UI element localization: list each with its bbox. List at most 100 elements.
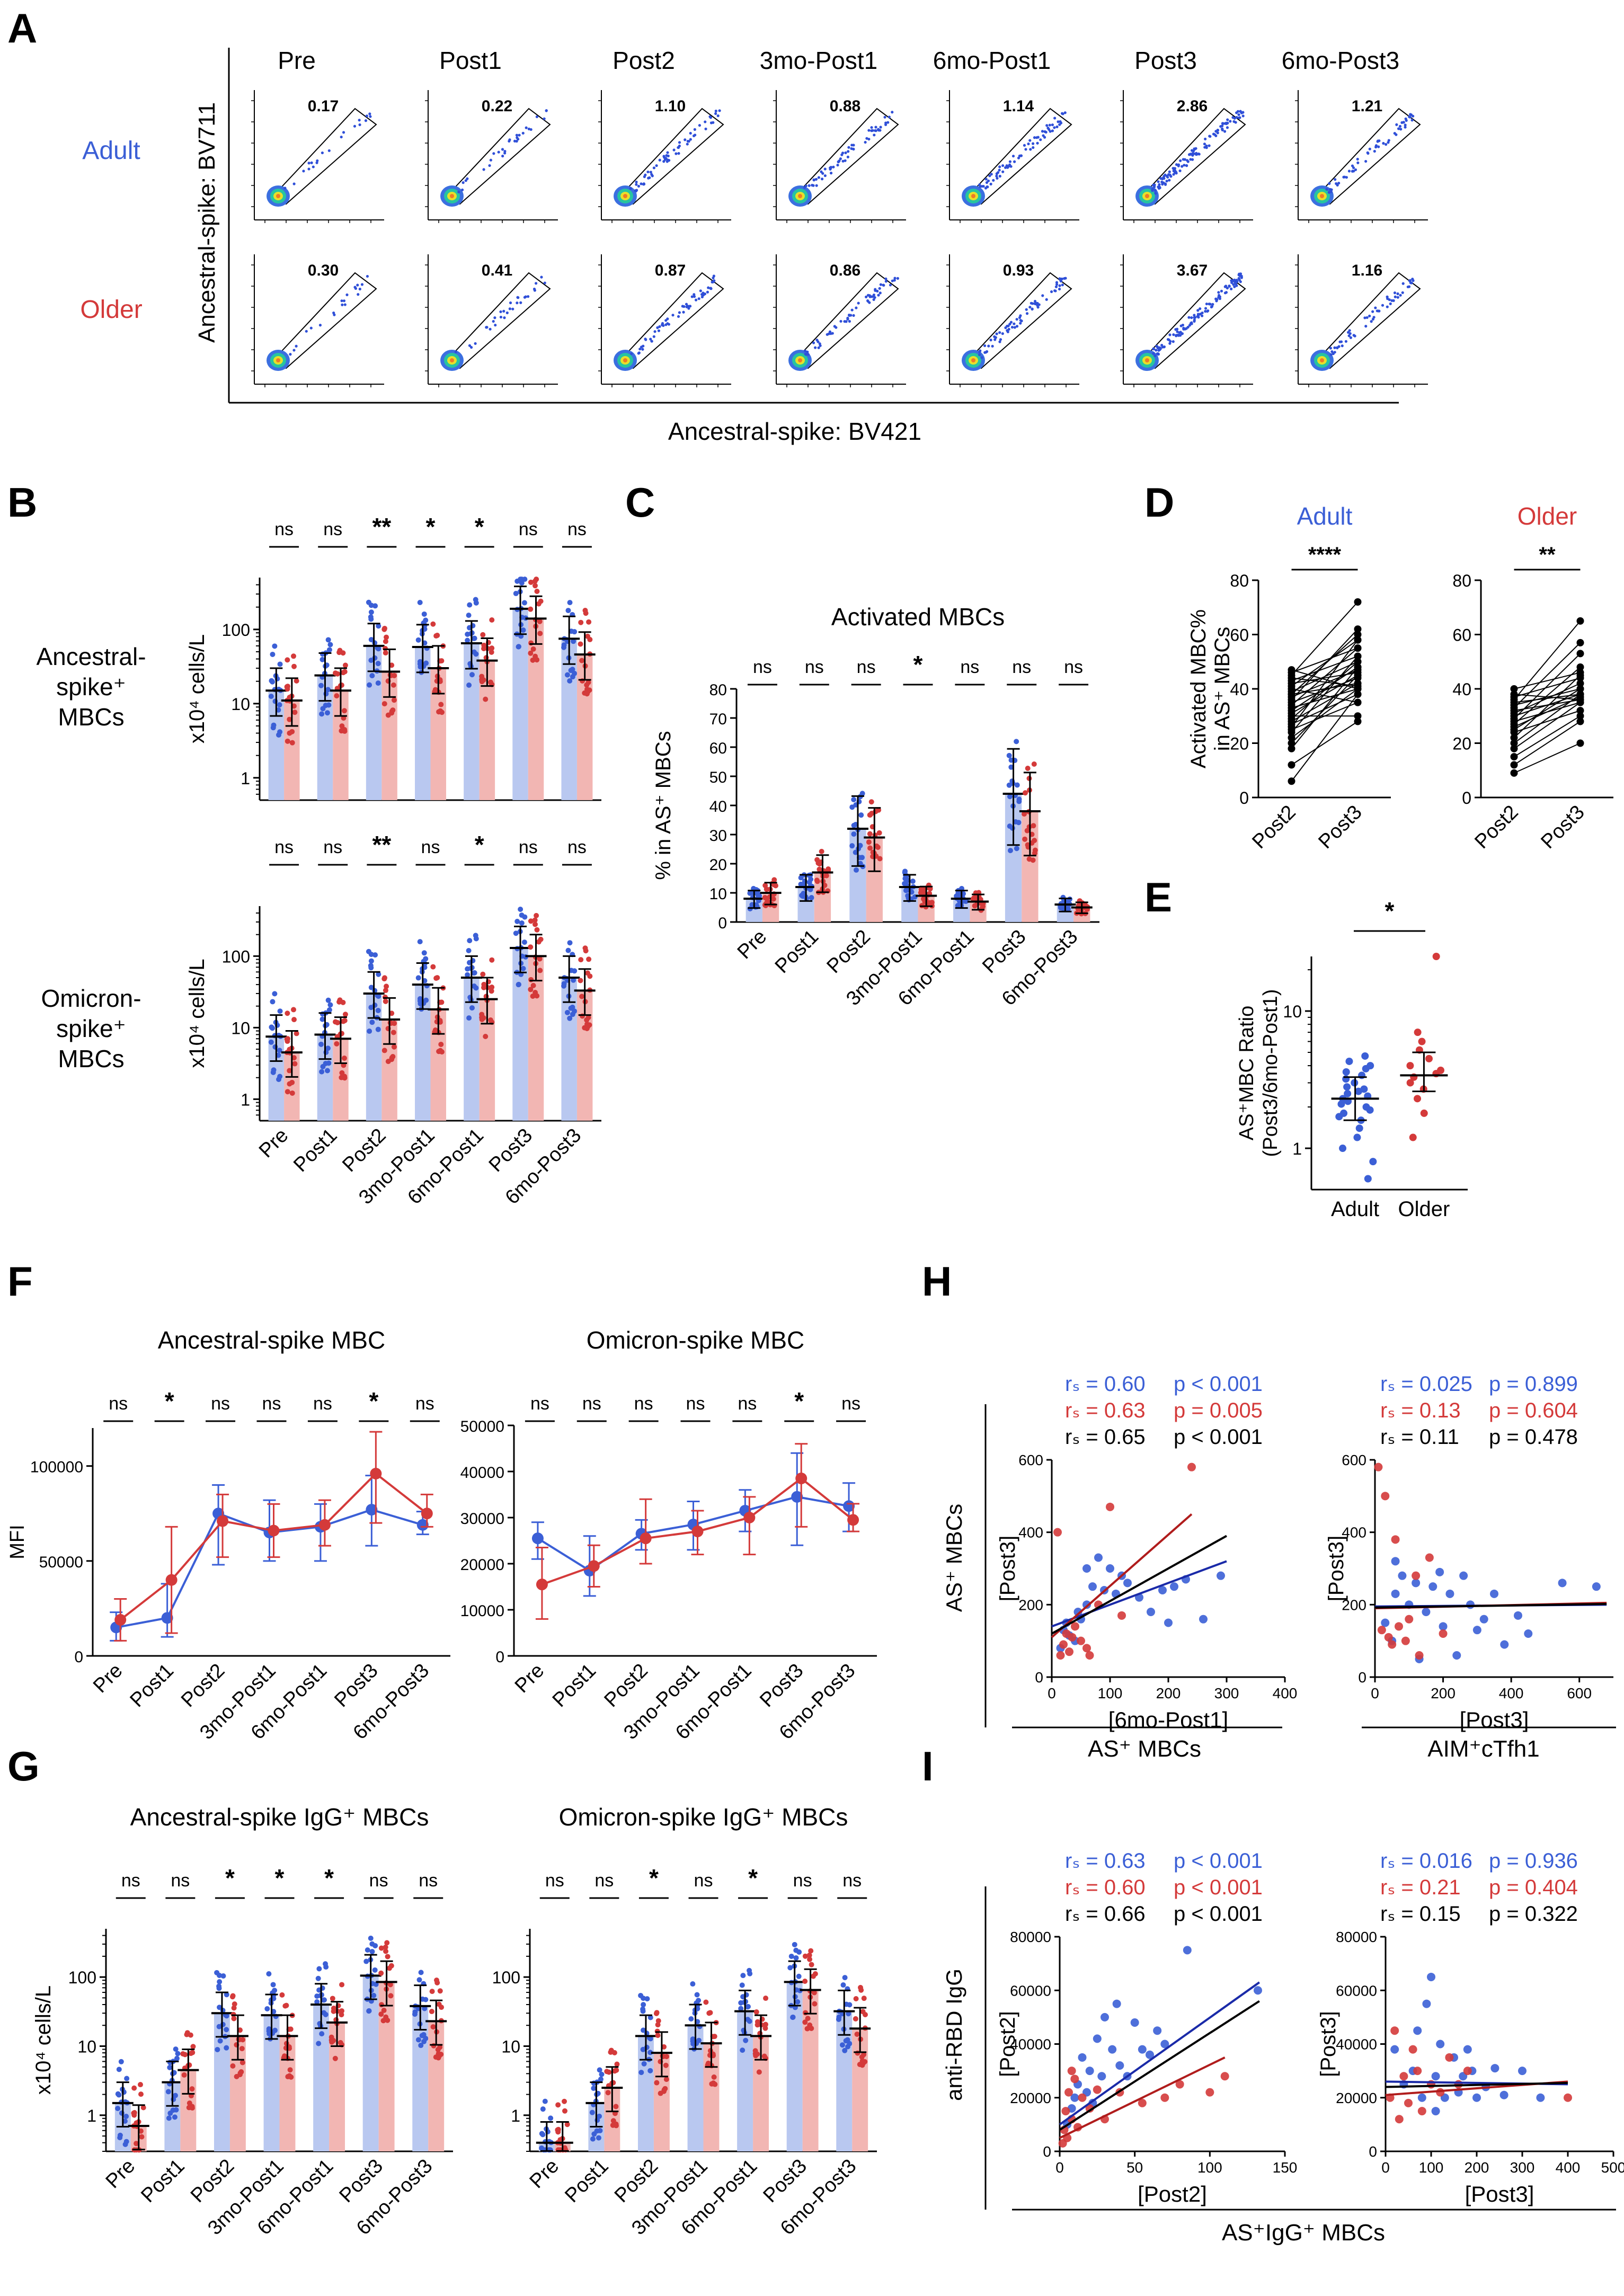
data-point: [528, 650, 534, 656]
flow-event: [990, 173, 993, 176]
correlation-rs: rₛ = 0.63: [1065, 1399, 1146, 1422]
flow-event: [1237, 113, 1240, 116]
data-point: [342, 728, 348, 734]
y-tick-label: 30: [709, 827, 727, 845]
y-axis-label: [Post3]: [1317, 2011, 1340, 2077]
flow-event: [693, 293, 696, 296]
flow-event: [652, 335, 655, 338]
data-point: [663, 2062, 669, 2068]
flow-event: [340, 135, 343, 139]
y-tick-label: 200: [1342, 1597, 1366, 1613]
y-axis-label: Activated MBC%: [1187, 609, 1210, 768]
flow-event: [700, 295, 704, 299]
data-point: [439, 658, 445, 664]
panel-b-row-label-bottom-2: spike⁺: [56, 1015, 126, 1042]
panel-a-flow-grid: Pre Post1 Post2 3mo-Post1 6mo-Post1 Post3 6mo-…: [251, 47, 1428, 387]
data-point: [528, 987, 534, 992]
flow-event: [1195, 153, 1198, 156]
flow-event: [640, 182, 643, 185]
data-point: [1436, 1066, 1444, 1074]
flow-event: [1193, 316, 1196, 319]
y-tick-label: 40: [1452, 680, 1471, 699]
data-point: [1510, 744, 1518, 752]
flow-event: [342, 299, 346, 303]
data-point: [528, 606, 534, 612]
flow-event: [519, 301, 522, 304]
data-point: [826, 866, 831, 872]
flow-event: [1004, 326, 1007, 330]
pair-line: [1291, 672, 1358, 684]
data-point: [383, 988, 388, 994]
flow-event: [1165, 180, 1168, 183]
flow-density: [798, 358, 802, 362]
x-tick-label: Pre: [89, 1660, 127, 1698]
correlation-p: p < 0.001: [1174, 1849, 1263, 1873]
data-point: [123, 2114, 129, 2120]
data-point: [342, 662, 348, 668]
flow-event: [1412, 114, 1415, 118]
data-point: [1439, 1622, 1448, 1631]
data-point: [836, 2014, 842, 2020]
data-point: [802, 2019, 808, 2025]
data-point: [173, 2107, 179, 2113]
flow-event: [474, 342, 477, 345]
data-point: [325, 997, 331, 1003]
flow-event: [1175, 172, 1178, 175]
flow-event: [1364, 325, 1368, 328]
flow-gate-percent: 0.86: [830, 262, 860, 279]
x-axis-label: [Post3]: [1465, 2182, 1534, 2206]
data-point: [819, 848, 824, 854]
flow-event: [806, 350, 809, 353]
flow-event: [682, 311, 685, 314]
data-point: [339, 1031, 344, 1036]
data-point: [851, 797, 857, 803]
data-point: [796, 1973, 802, 1979]
flow-event: [685, 305, 688, 308]
x-tick-label: 0: [1371, 1685, 1379, 1701]
data-point: [1288, 690, 1295, 698]
bar-adult: [561, 639, 577, 800]
data-point: [1564, 2093, 1572, 2102]
flow-event: [635, 183, 638, 186]
flow-event: [1011, 154, 1015, 158]
flow-event: [714, 112, 717, 115]
flow-plot: 0.30: [251, 254, 384, 387]
data-point: [272, 991, 278, 997]
data-point: [217, 1979, 223, 1985]
x-tick-label: 400: [1556, 2159, 1581, 2176]
y-tick-label: 10: [1283, 1002, 1302, 1021]
data-point: [809, 895, 814, 901]
data-point: [1401, 1636, 1410, 1645]
data-point: [291, 703, 297, 709]
flow-event: [893, 279, 896, 282]
panel-a-column-title: Post3: [1134, 47, 1197, 74]
flow-event: [989, 339, 992, 342]
data-point: [1362, 1103, 1370, 1111]
flow-plot: 1.21: [1295, 90, 1428, 223]
data-point: [1490, 1589, 1498, 1598]
data-point: [131, 2085, 137, 2091]
data-point: [342, 1012, 348, 1017]
data-point: [761, 2053, 767, 2059]
data-point: [224, 2045, 229, 2051]
panel-h-row-label: AS⁺ MBCs: [942, 1504, 966, 1612]
data-point: [1576, 669, 1584, 677]
data-point: [1390, 2026, 1399, 2035]
data-point: [327, 1002, 333, 1008]
panel-b-row-label-top-3: MBCs: [58, 703, 124, 731]
data-point: [173, 2046, 179, 2052]
flow-event: [844, 159, 847, 162]
significance-label: *: [794, 1387, 804, 1415]
flow-event: [1333, 346, 1336, 349]
data-point: [285, 1089, 290, 1095]
data-point: [165, 1574, 178, 1586]
data-point: [139, 2134, 145, 2140]
y-tick-label: 1: [241, 769, 250, 788]
flow-event: [315, 161, 318, 164]
data-point: [481, 645, 487, 651]
data-point: [1354, 625, 1362, 633]
flow-event: [1194, 147, 1197, 150]
data-point: [910, 879, 916, 884]
